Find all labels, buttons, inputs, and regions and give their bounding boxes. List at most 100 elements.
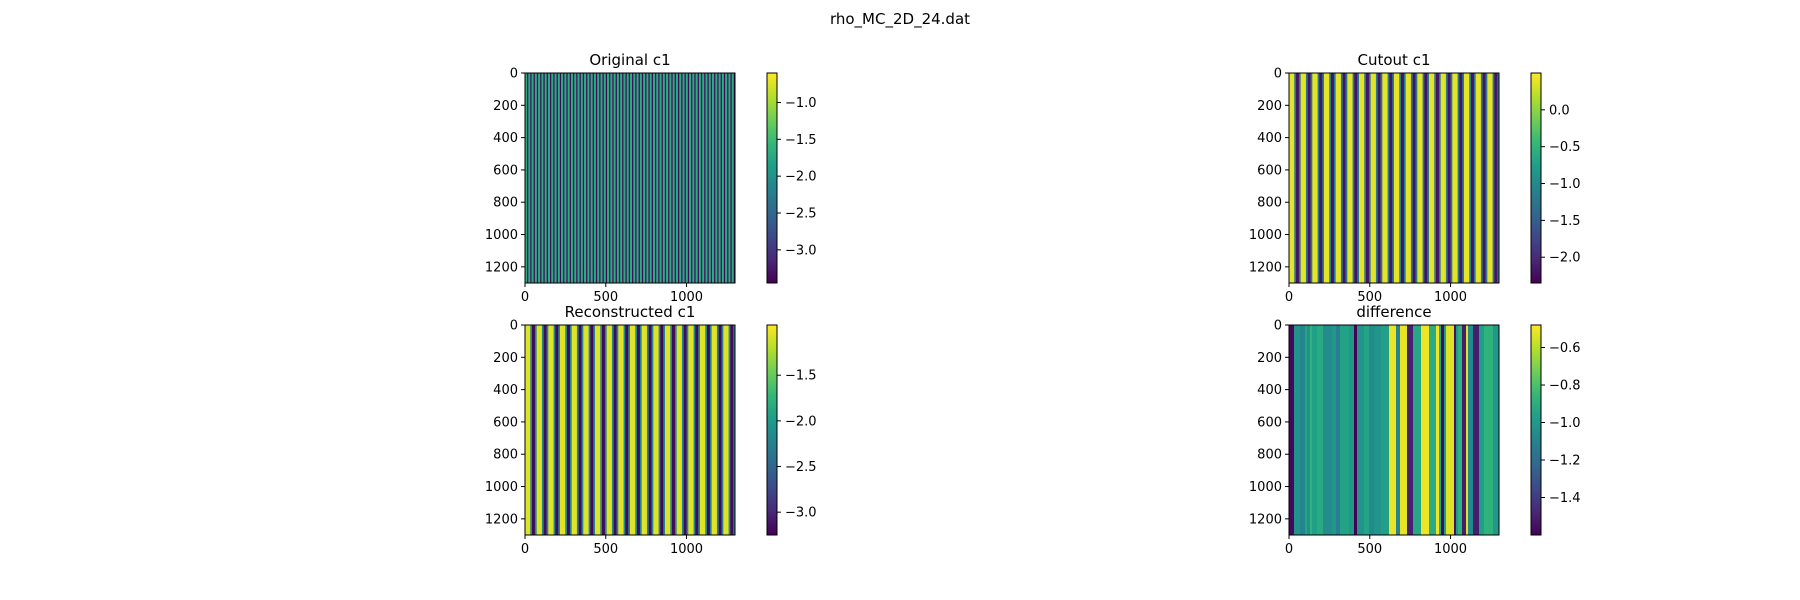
heatmap-cell <box>626 73 630 283</box>
heatmap-cell <box>567 325 571 535</box>
heatmap-cell <box>534 73 538 283</box>
heatmap-cell <box>670 325 673 535</box>
y-tick-label: 1200 <box>1249 512 1282 527</box>
heatmap-cell <box>697 73 700 283</box>
heatmap-cell <box>1456 325 1459 535</box>
heatmap-cell <box>584 73 587 283</box>
heatmap-image <box>525 325 735 535</box>
heatmap-cell <box>569 73 572 283</box>
heatmap-cell <box>616 73 620 283</box>
heatmap-cell <box>708 73 712 283</box>
heatmap-cell <box>1329 73 1332 283</box>
heatmap-cell <box>1444 325 1447 535</box>
heatmap-cell <box>675 73 679 283</box>
heatmap-cell <box>613 325 617 535</box>
heatmap-cell <box>646 325 649 535</box>
y-tick-label: 200 <box>493 351 518 366</box>
heatmap-cell <box>635 325 638 535</box>
heatmap-cell <box>588 325 591 535</box>
x-tick-label: 500 <box>1357 542 1382 557</box>
heatmap-cell <box>1345 73 1348 283</box>
heatmap-cell <box>1296 73 1300 283</box>
y-tick-label: 800 <box>1257 196 1282 211</box>
heatmap-cell <box>1410 73 1413 283</box>
heatmap-cell <box>1447 73 1451 283</box>
heatmap-cell <box>691 73 693 283</box>
heatmap-cell <box>1479 325 1485 535</box>
heatmap-cell <box>1462 325 1467 535</box>
heatmap-cell <box>1375 73 1378 283</box>
y-tick-label: 800 <box>493 196 518 211</box>
heatmap-cell <box>651 73 654 283</box>
heatmap-cell <box>620 73 623 283</box>
x-tick-label: 0 <box>1285 542 1293 557</box>
heatmap-cell <box>679 73 682 283</box>
heatmap-cell <box>607 73 610 283</box>
heatmap-cell <box>698 73 702 283</box>
heatmap-cell <box>731 73 735 283</box>
plot-frame <box>524 72 736 284</box>
heatmap-cell <box>716 325 719 535</box>
heatmap-cell <box>709 325 712 535</box>
heatmap-cell <box>669 73 672 283</box>
heatmap-cell <box>553 325 556 535</box>
x-tick-label: 500 <box>593 290 618 305</box>
heatmap-cell <box>618 73 621 283</box>
heatmap-cell <box>633 73 636 283</box>
heatmap-cell <box>609 73 611 283</box>
heatmap-cell <box>1377 73 1381 283</box>
heatmap-cell <box>1317 325 1324 535</box>
heatmap-cell <box>1307 73 1311 283</box>
colorbar-tick-label: −1.0 <box>785 96 817 111</box>
heatmap-cell <box>1468 325 1474 535</box>
heatmap-cell <box>525 325 531 535</box>
heatmap-cell <box>1436 73 1440 283</box>
colorbar-tick-label: −2.5 <box>785 207 817 222</box>
heatmap-cell <box>655 73 657 283</box>
heatmap-cell <box>705 325 708 535</box>
heatmap-cell <box>527 73 529 283</box>
heatmap-cell <box>704 73 706 283</box>
heatmap-cell <box>569 325 572 535</box>
heatmap-cell <box>1319 73 1323 283</box>
heatmap-cell <box>1389 325 1397 535</box>
heatmap-cell <box>665 325 671 535</box>
colorbar <box>1530 72 1542 284</box>
y-tick-label: 0 <box>510 67 518 82</box>
heatmap-cell <box>1357 325 1365 535</box>
heatmap-cell <box>540 73 542 283</box>
heatmap-cell <box>567 73 570 283</box>
heatmap-cell <box>1342 73 1346 283</box>
heatmap-cell <box>1438 73 1441 283</box>
heatmap-cell <box>1440 73 1447 283</box>
heatmap-cell <box>546 325 549 535</box>
heatmap-cell <box>656 73 659 283</box>
heatmap-cell <box>672 73 675 283</box>
heatmap-cell <box>685 73 689 283</box>
heatmap-cell <box>1441 325 1445 535</box>
heatmap-cell <box>625 325 629 535</box>
heatmap-cell <box>666 73 669 283</box>
heatmap-cell <box>1459 73 1463 283</box>
colorbar <box>1530 324 1542 536</box>
heatmap-cell <box>636 73 639 283</box>
heatmap-cell <box>1336 325 1341 535</box>
panel-title: Original c1 <box>589 51 670 69</box>
heatmap-cell <box>1298 73 1301 283</box>
heatmap-cell <box>595 325 601 535</box>
x-tick-label: 0 <box>1285 290 1293 305</box>
heatmap-cell <box>695 325 699 535</box>
heatmap-cell <box>682 73 685 283</box>
panel-cutout: Cutout c1 0 500 1000 0 200 400 600 800 1000 1200 0.… <box>1249 51 1581 305</box>
heatmap-cell <box>605 73 608 283</box>
heatmap-cell <box>705 73 708 283</box>
heatmap-cell <box>660 325 664 535</box>
y-tick-label: 1000 <box>1249 228 1282 243</box>
heatmap-cell <box>1352 73 1355 283</box>
y-tick-label: 200 <box>1257 351 1282 366</box>
y-tick-label: 1200 <box>1249 260 1282 275</box>
x-tick-label: 500 <box>1357 290 1382 305</box>
heatmap-cell <box>1323 325 1333 535</box>
y-tick-label: 1000 <box>485 480 518 495</box>
heatmap-cell <box>1294 325 1301 535</box>
